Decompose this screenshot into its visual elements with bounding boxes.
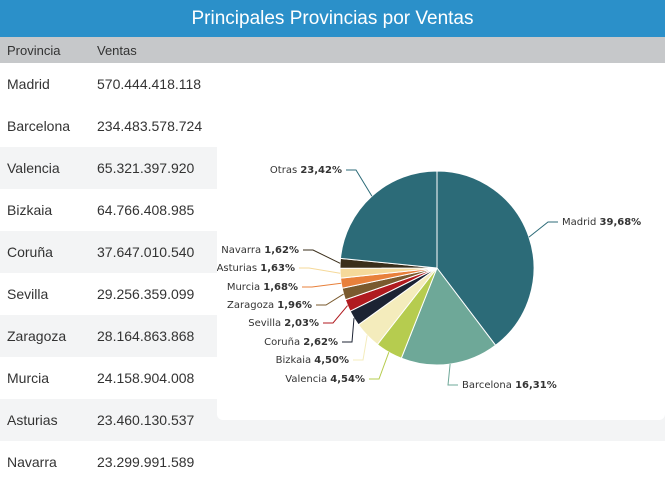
cell-provincia: Murcia [7,370,50,386]
table-row[interactable]: Navarra 23.299.991.589 [0,441,665,483]
pie-chart-panel: Madrid 39,68% Barcelona 16,31% Valencia 4,… [217,120,665,420]
table-row[interactable]: Sevilla 29.256.359.099 [0,273,665,315]
pie-label-valencia: Valencia 4,54% [285,374,365,385]
leader-line [369,352,390,380]
page-title: Principales Provincias por Ventas [191,7,474,29]
cell-ventas: 28.164.863.868 [97,328,195,344]
cell-ventas: 37.647.010.540 [97,244,195,260]
column-header-provincia[interactable]: Provincia [7,43,61,58]
table-row[interactable]: Madrid 570.444.418.118 [0,63,665,105]
pie-slice-barcelona[interactable] [400,266,497,366]
cell-provincia: Sevilla [7,286,49,302]
page-header: Principales Provincias por Ventas [0,0,665,37]
cell-provincia: Zaragoza [7,328,67,344]
pie-label-asturias: Asturias 1,63% [217,263,295,274]
cell-ventas: 64.766.408.985 [97,202,195,218]
pie-label-otras: Otras 23,42% [270,165,342,176]
leader-line [447,364,458,386]
cell-ventas: 23.299.991.589 [97,454,195,470]
pie-label-sevilla: Sevilla 2,03% [248,318,319,329]
cell-provincia: Madrid [7,76,50,92]
cell-ventas: 23.460.130.537 [97,412,195,428]
pie-chart: Madrid 39,68% Barcelona 16,31% Valencia 4,… [217,165,642,391]
cell-ventas: 570.444.418.118 [97,76,202,92]
cell-provincia: Barcelona [7,118,71,134]
pie-label-barcelona: Barcelona 16,31% [462,380,557,391]
leader-line [303,249,341,264]
cell-provincia: Valencia [7,160,60,176]
table-row[interactable]: Bizkaia 64.766.408.985 [0,189,665,231]
cell-ventas: 29.256.359.099 [97,286,195,302]
leader-line [323,305,348,324]
leader-line [302,282,342,288]
cell-ventas: 24.158.904.008 [97,370,195,386]
pie-slice-madrid[interactable] [436,170,535,347]
cell-provincia: Navarra [7,454,57,470]
leader-line [342,318,355,343]
pie-label-murcia: Murcia 1,68% [227,282,298,293]
pie-slice-otras[interactable] [339,170,438,269]
pie-label-coruña: Coruña 2,62% [264,337,338,348]
pie-label-madrid: Madrid 39,68% [562,217,641,228]
leader-line [316,293,344,306]
cell-provincia: Coruña [7,244,53,260]
cell-ventas: 234.483.578.724 [97,118,203,134]
pie-label-bizkaia: Bizkaia 4,50% [276,355,349,366]
cell-provincia: Asturias [7,412,58,428]
cell-ventas: 65.321.397.920 [97,160,195,176]
table-row[interactable]: Murcia 24.158.904.008 [0,357,665,399]
leader-line [299,267,341,274]
table-header: Provincia Ventas [0,37,665,63]
table-row[interactable]: Barcelona 234.483.578.724 [0,105,665,147]
leader-line [353,335,368,361]
column-header-ventas[interactable]: Ventas [97,43,137,58]
cell-provincia: Bizkaia [7,202,53,218]
leader-line [346,169,373,197]
pie-label-zaragoza: Zaragoza 1,96% [227,300,312,311]
leader-line [528,221,558,238]
pie-label-navarra: Navarra 1,62% [221,245,299,256]
